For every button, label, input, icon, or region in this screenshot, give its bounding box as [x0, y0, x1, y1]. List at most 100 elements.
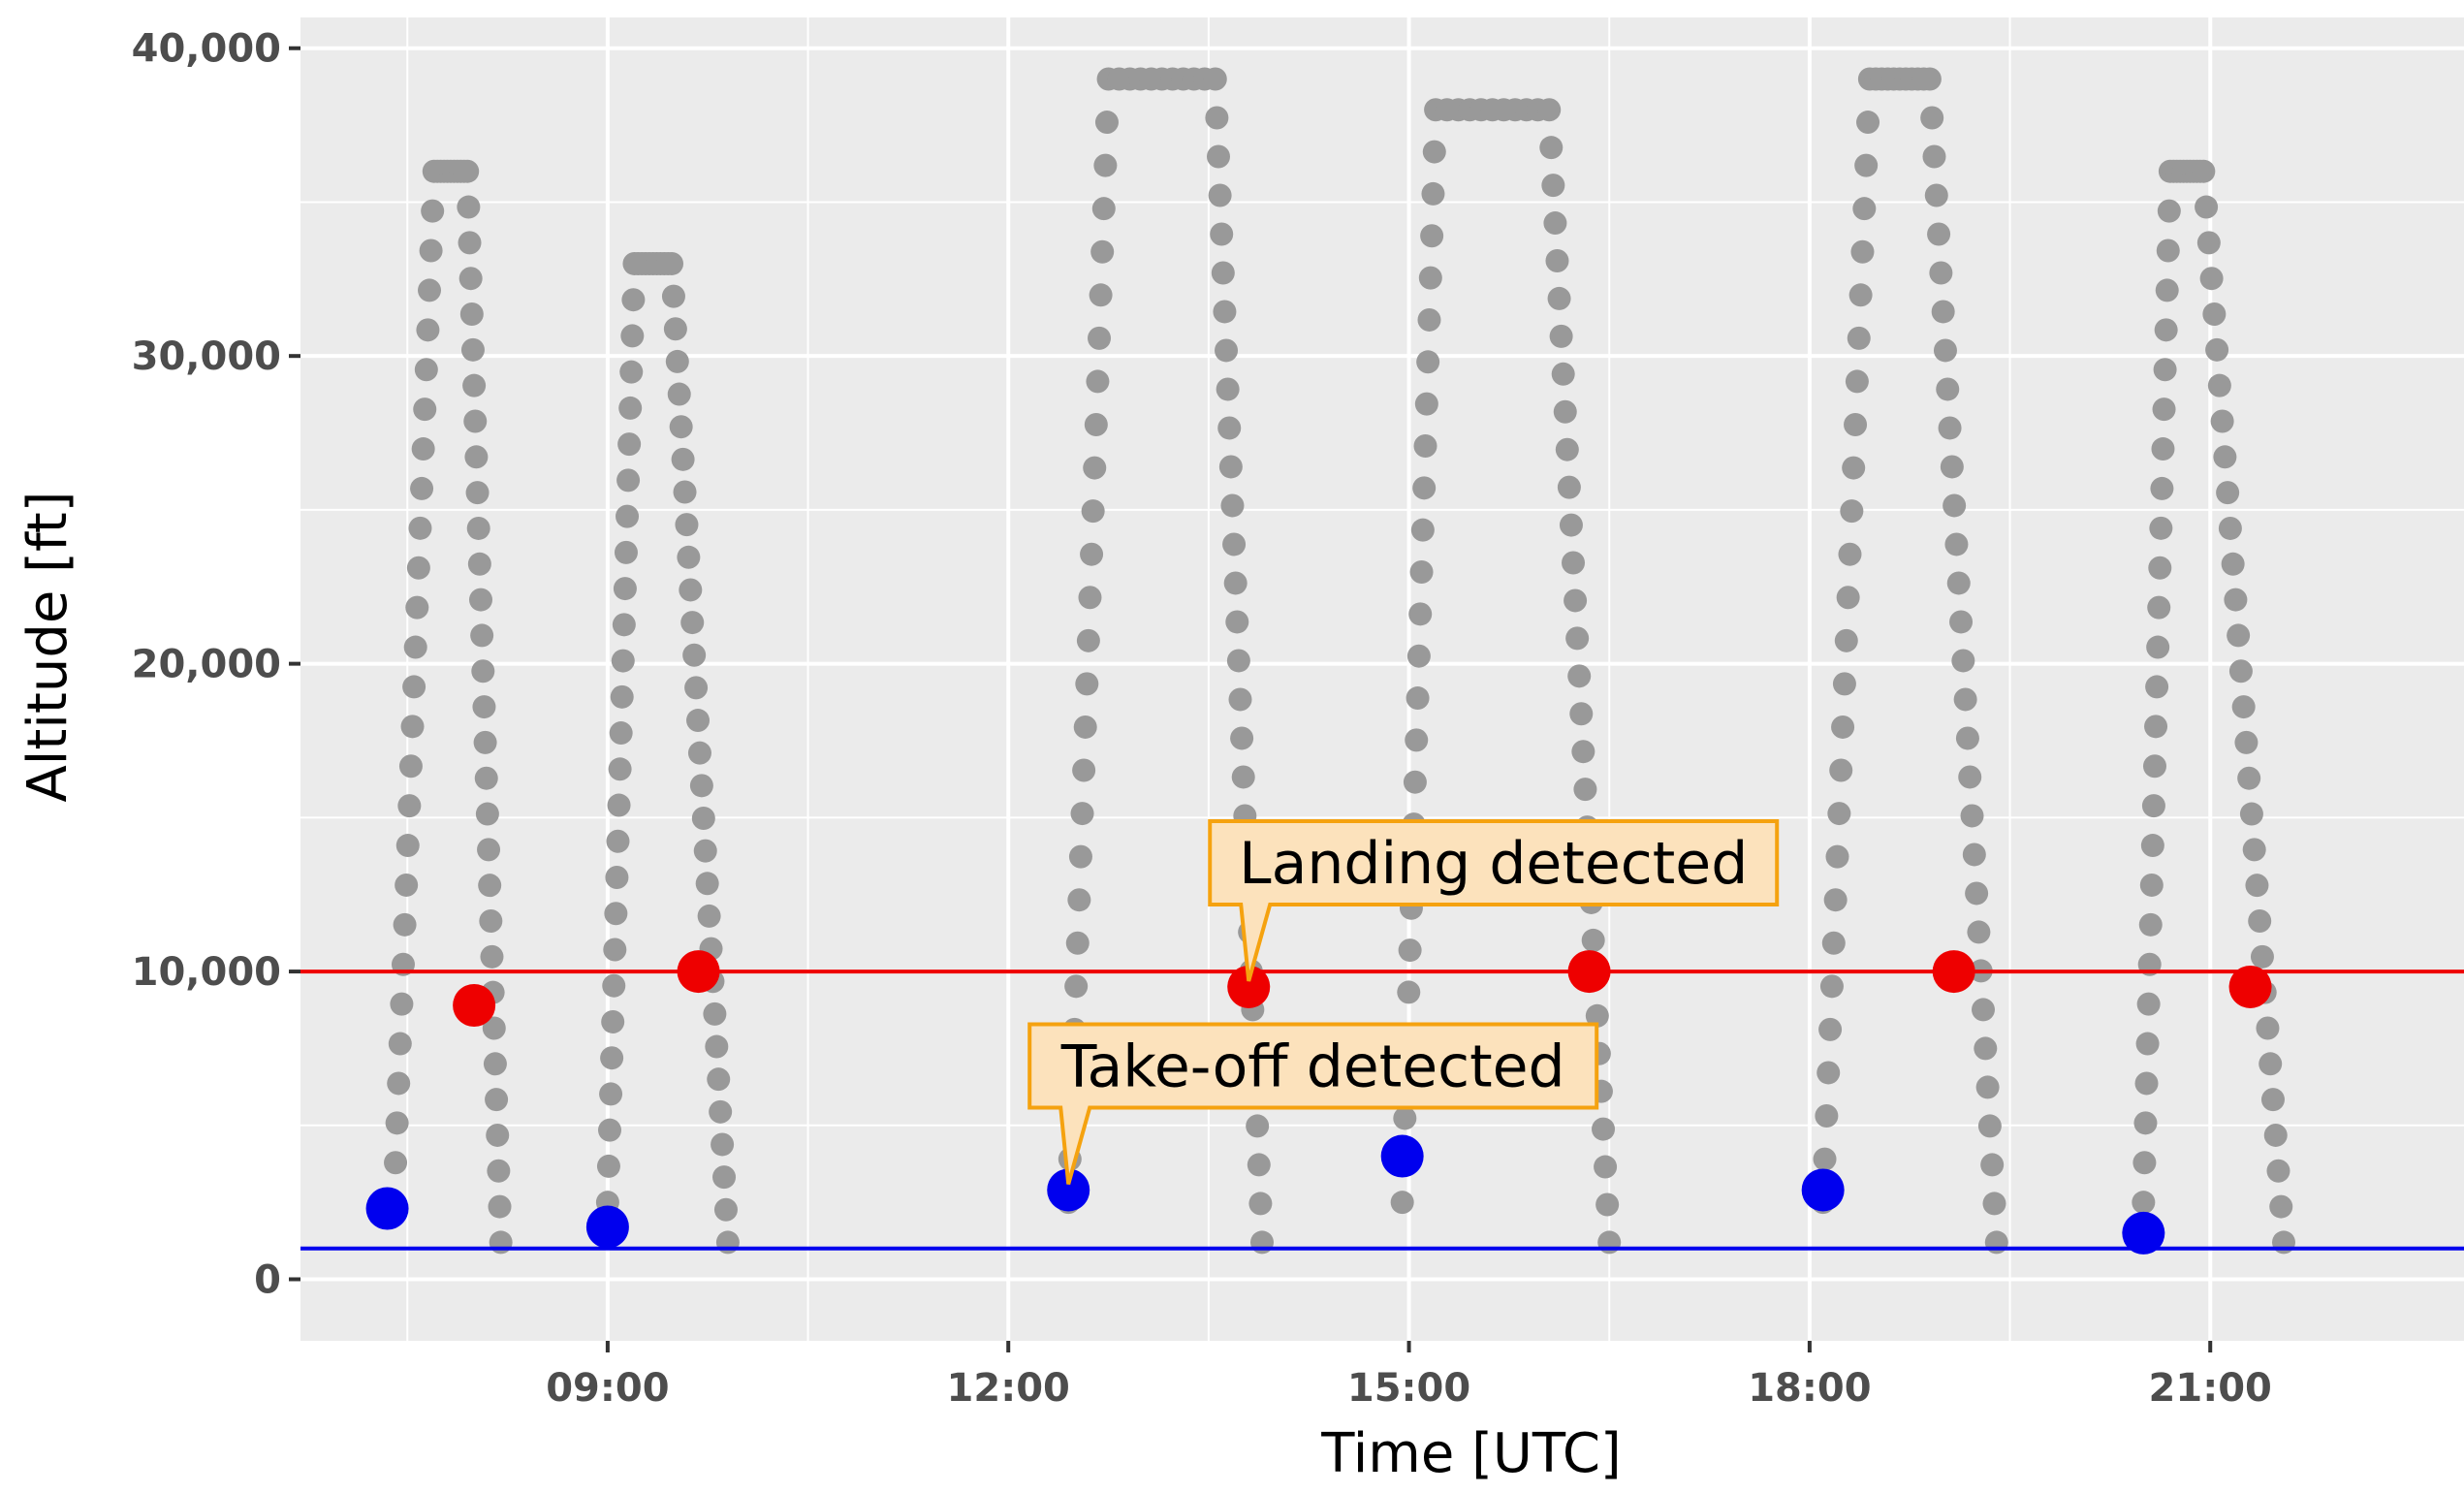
altitude-point: [1965, 881, 1989, 906]
altitude-point: [1412, 476, 1437, 500]
altitude-point: [1539, 136, 1564, 160]
altitude-point: [1072, 758, 1096, 782]
altitude-point: [1569, 702, 1594, 726]
altitude-point: [1955, 726, 1979, 750]
altitude-point: [1974, 1036, 1998, 1061]
altitude-point: [2153, 358, 2177, 382]
altitude-point: [1064, 974, 1089, 999]
altitude-point: [2156, 238, 2180, 263]
y-tick-label: 0: [254, 1258, 281, 1303]
callouts: Landing detected Take-off detected: [1027, 818, 1780, 1185]
altitude-point: [667, 382, 691, 406]
takeoff-point: [365, 1187, 409, 1230]
altitude-point: [467, 552, 491, 576]
altitude-point: [403, 635, 427, 659]
altitude-point: [1215, 338, 1239, 363]
altitude-point: [705, 1034, 729, 1059]
altitude-point: [1076, 628, 1100, 652]
altitude-point: [459, 302, 484, 327]
altitude-point: [2259, 1052, 2283, 1076]
altitude-point: [1247, 1153, 1271, 1177]
altitude-point: [419, 238, 443, 263]
altitude-point: [605, 866, 629, 890]
altitude-point: [384, 1151, 408, 1175]
x-axis-title: Time [UTC]: [1320, 1422, 1622, 1485]
altitude-point: [2228, 659, 2253, 683]
altitude-point: [1405, 728, 1429, 752]
altitude-point: [1573, 778, 1597, 802]
altitude-point: [600, 1046, 624, 1070]
altitude-point: [603, 938, 627, 962]
altitude-point: [414, 358, 438, 382]
altitude-point: [1856, 111, 1880, 135]
altitude-point: [2136, 992, 2161, 1016]
altitude-point: [1413, 433, 1437, 458]
altitude-point: [1210, 222, 1234, 246]
altitude-point: [2192, 159, 2216, 183]
altitude-point: [703, 1001, 727, 1026]
altitude-point: [2148, 556, 2172, 580]
altitude-point: [458, 231, 482, 255]
landing-point: [1567, 950, 1611, 994]
altitude-point: [1090, 239, 1115, 264]
altitude-point: [1938, 416, 1962, 440]
altitude-point: [1931, 300, 1955, 324]
altitude-point: [1840, 499, 1864, 524]
altitude-point: [488, 1194, 512, 1219]
altitude-point: [1557, 475, 1581, 499]
altitude-point: [1084, 413, 1108, 436]
altitude-point: [2151, 437, 2175, 461]
altitude-point: [1980, 1153, 2005, 1177]
altitude-point: [1065, 931, 1090, 955]
altitude-point: [390, 992, 414, 1016]
x-tick-label: 18:00: [1748, 1366, 1871, 1411]
threshold-lines: [300, 970, 2464, 1251]
altitude-point: [480, 944, 504, 969]
altitude-point: [1390, 1191, 1414, 1215]
altitude-point: [609, 721, 633, 746]
altitude-point: [2146, 635, 2170, 659]
altitude-point: [2132, 1151, 2157, 1175]
altitude-point: [1982, 1192, 2006, 1216]
altitude-point: [660, 251, 684, 275]
altitude-point: [1949, 610, 1974, 634]
altitude-point: [1571, 740, 1595, 764]
altitude-point: [1213, 300, 1237, 324]
altitude-point: [1813, 1147, 1837, 1171]
altitude-point: [1226, 649, 1250, 673]
altitude-point: [1933, 338, 1957, 363]
altitude-point: [2231, 695, 2256, 719]
altitude-point: [2237, 766, 2261, 790]
altitude-point: [1927, 222, 1951, 246]
altitude-point: [411, 437, 435, 461]
altitude-point: [693, 839, 717, 863]
y-tick-label: 30,000: [132, 334, 281, 379]
altitude-point: [1562, 551, 1586, 575]
altitude-point: [1917, 67, 1942, 91]
altitude-point: [2272, 1230, 2295, 1255]
altitude-point: [466, 516, 490, 540]
altitude-point: [712, 1165, 737, 1190]
altitude-point: [1838, 542, 1862, 566]
altitude-point: [1594, 1155, 1618, 1179]
altitude-point: [610, 684, 634, 709]
altitude-point: [1972, 998, 1995, 1022]
altitude-point: [1920, 106, 1944, 130]
altitude-point: [1549, 324, 1573, 348]
altitude-point: [406, 556, 430, 580]
altitude-point: [1211, 261, 1235, 285]
altitude-point: [1073, 715, 1097, 739]
altitude-point: [601, 1009, 625, 1033]
altitude-point: [475, 802, 499, 826]
altitude-point: [388, 1032, 412, 1056]
altitude-point: [1565, 626, 1590, 651]
altitude-point: [1848, 283, 1873, 307]
altitude-point: [1246, 1114, 1270, 1138]
altitude-point: [661, 284, 685, 308]
altitude-point: [691, 806, 715, 830]
altitude-point: [487, 1159, 511, 1183]
altitude-point: [602, 973, 626, 998]
altitude-point: [1815, 1104, 1839, 1128]
altitude-point: [1960, 804, 1984, 828]
